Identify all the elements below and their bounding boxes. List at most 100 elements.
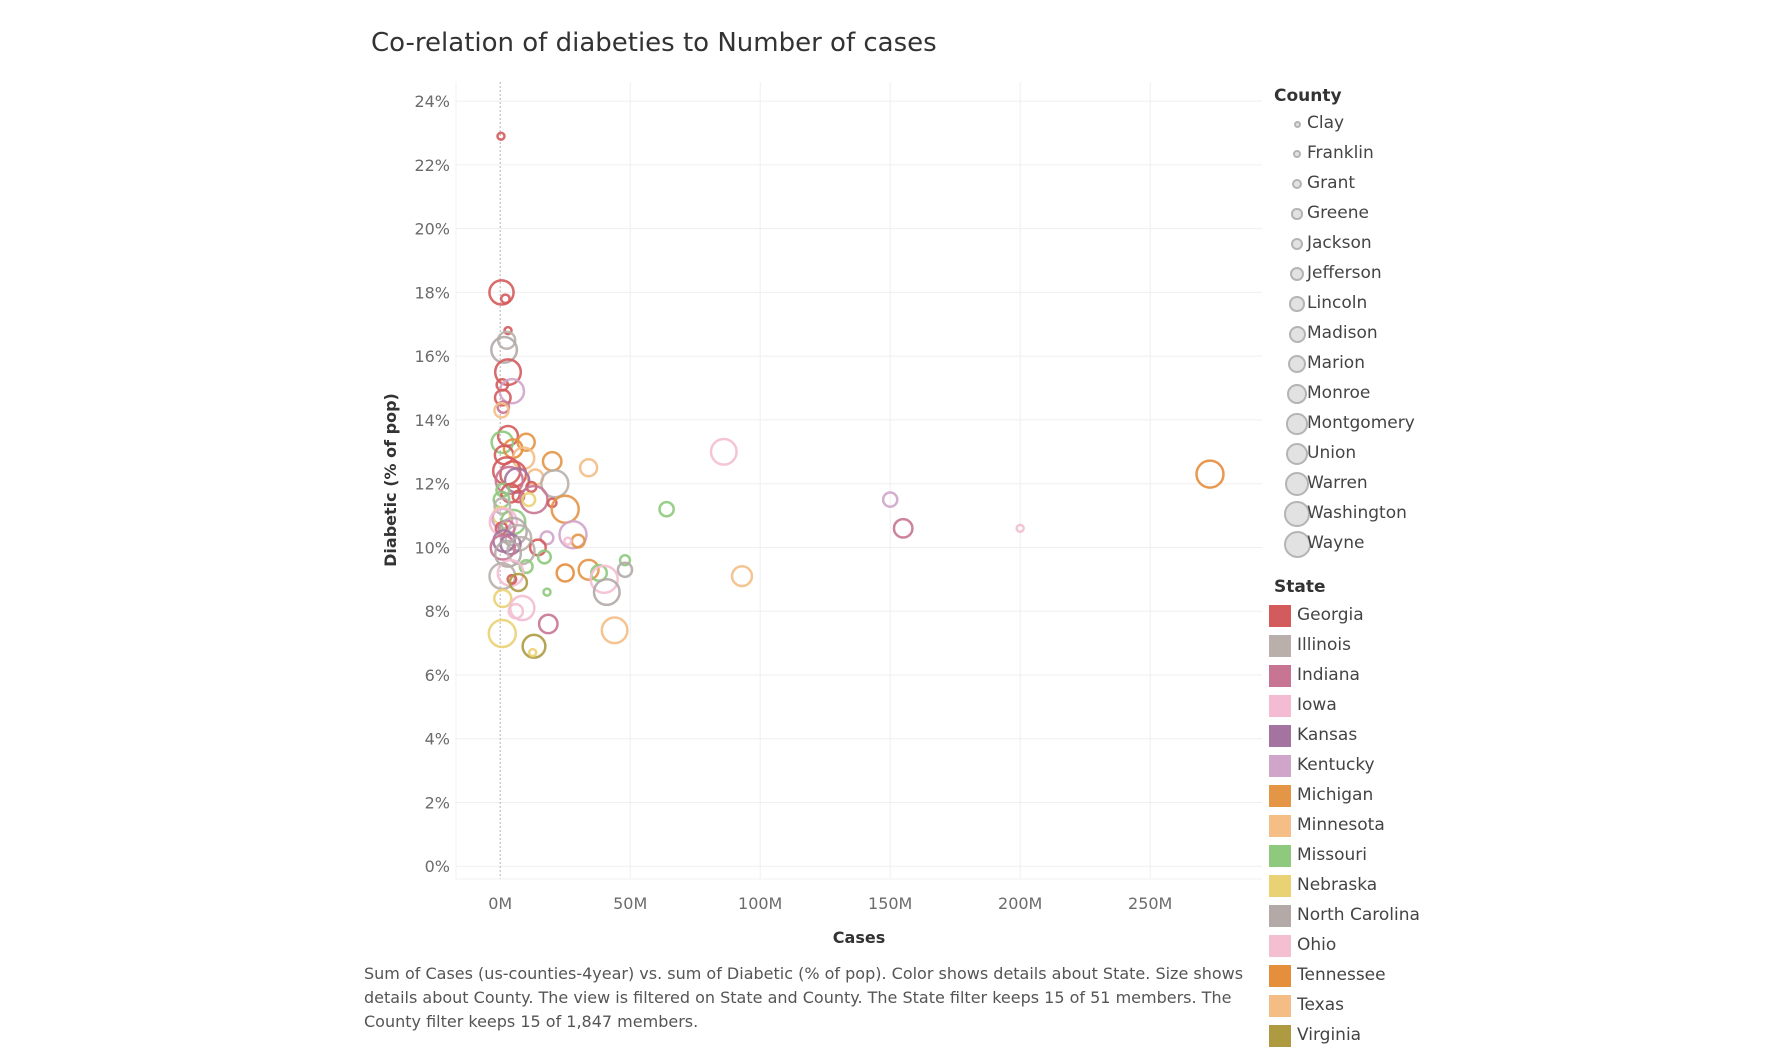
- state-legend-label[interactable]: Iowa: [1297, 695, 1337, 715]
- data-point[interactable]: Indiana · Wayne: [519, 484, 549, 515]
- data-point[interactable]: Illinois · Madison: [496, 330, 517, 350]
- data-point[interactable]: Georgia · Marion: [500, 482, 522, 504]
- data-point[interactable]: Indiana · Marion: [892, 517, 914, 539]
- county-legend-label[interactable]: Warren: [1307, 473, 1368, 493]
- county-size-swatch[interactable]: [1291, 208, 1303, 220]
- state-legend-label[interactable]: Indiana: [1297, 665, 1360, 685]
- state-color-swatch[interactable]: [1269, 785, 1291, 807]
- state-color-swatch[interactable]: [1269, 815, 1291, 837]
- data-point[interactable]: Missouri · Jefferson: [658, 500, 675, 518]
- county-size-swatch[interactable]: [1286, 413, 1308, 435]
- state-legend-label[interactable]: Kentucky: [1297, 755, 1375, 775]
- county-size-swatch[interactable]: [1289, 296, 1305, 312]
- data-point[interactable]: Tennessee · Wayne: [1195, 459, 1225, 489]
- state-color-swatch[interactable]: [1269, 665, 1291, 687]
- state-legend-label[interactable]: North Carolina: [1297, 905, 1420, 925]
- data-point[interactable]: Minnesota · Monroe: [730, 564, 754, 588]
- data-point[interactable]: Ohio · Washington: [709, 437, 738, 466]
- county-size-swatch[interactable]: [1292, 179, 1302, 189]
- data-point[interactable]: Michigan · Madison: [516, 432, 536, 452]
- county-legend-label[interactable]: Lincoln: [1307, 293, 1368, 313]
- county-legend-label[interactable]: Monroe: [1307, 383, 1371, 403]
- data-point[interactable]: Georgia · Lincoln: [493, 388, 512, 407]
- data-point[interactable]: Illinois · Wayne: [540, 468, 570, 499]
- data-point[interactable]: Missouri · Jackson: [536, 549, 553, 565]
- data-point[interactable]: Georgia · Clay: [496, 131, 506, 141]
- county-legend-label[interactable]: Union: [1307, 443, 1357, 463]
- state-color-swatch[interactable]: [1269, 635, 1291, 657]
- state-legend-label[interactable]: Ohio: [1297, 935, 1337, 955]
- county-size-swatch[interactable]: [1292, 149, 1302, 159]
- data-point[interactable]: North Carolina · Jefferson: [616, 561, 634, 579]
- state-color-swatch[interactable]: [1269, 875, 1291, 897]
- data-point[interactable]: Georgia · Clay: [503, 325, 513, 336]
- data-point[interactable]: Michigan · Monroe: [577, 558, 600, 581]
- state-legend-label[interactable]: Missouri: [1297, 845, 1367, 865]
- county-legend-label[interactable]: Greene: [1307, 203, 1369, 223]
- state-color-swatch[interactable]: [1269, 725, 1291, 747]
- data-point[interactable]: Ohio · Jefferson: [507, 602, 525, 620]
- data-point[interactable]: Indiana · Warren: [489, 534, 517, 561]
- state-color-swatch[interactable]: [1269, 605, 1291, 627]
- state-legend-label[interactable]: Illinois: [1297, 635, 1351, 655]
- data-point[interactable]: Ohio · Wayne: [589, 564, 619, 595]
- state-legend-label[interactable]: Tennessee: [1297, 965, 1386, 985]
- data-point[interactable]: Minnesota · Washington: [600, 616, 629, 645]
- county-size-swatch[interactable]: [1284, 471, 1310, 497]
- county-size-swatch[interactable]: [1287, 354, 1307, 374]
- state-legend-label[interactable]: Georgia: [1297, 605, 1364, 625]
- data-point[interactable]: Minnesota · Jefferson: [493, 402, 510, 419]
- state-legend-label[interactable]: Michigan: [1297, 785, 1374, 805]
- data-point[interactable]: Virginia · Madison: [508, 572, 529, 593]
- county-legend-label[interactable]: Marion: [1307, 353, 1365, 373]
- data-point[interactable]: Texas · Madison: [578, 457, 599, 478]
- data-point[interactable]: Illinois · Lincoln: [493, 496, 512, 516]
- county-legend-label[interactable]: Jackson: [1307, 233, 1372, 253]
- data-point[interactable]: Nebraska · Jackson: [521, 492, 537, 508]
- data-point[interactable]: Kentucky · Jackson: [539, 530, 555, 546]
- data-point[interactable]: Missouri · Montgomery: [490, 430, 515, 455]
- data-point[interactable]: Georgia · Franklin: [506, 573, 518, 585]
- county-legend-label[interactable]: Jefferson: [1307, 263, 1382, 283]
- state-color-swatch[interactable]: [1269, 755, 1291, 777]
- data-point[interactable]: Tennessee · Madison: [555, 563, 575, 583]
- county-legend-label[interactable]: Washington: [1307, 503, 1407, 523]
- data-point[interactable]: Indiana · Marion: [537, 613, 559, 635]
- data-point[interactable]: Missouri · Clay: [542, 587, 552, 597]
- county-legend-label[interactable]: Madison: [1307, 323, 1378, 343]
- county-legend-label[interactable]: Montgomery: [1307, 413, 1415, 433]
- county-size-swatch[interactable]: [1290, 237, 1304, 251]
- data-point[interactable]: Nebraska · Madison: [493, 588, 513, 609]
- data-point[interactable]: Nebraska · Clay: [527, 647, 538, 658]
- county-size-swatch[interactable]: [1283, 530, 1311, 558]
- state-legend-label[interactable]: Virginia: [1297, 1025, 1362, 1045]
- data-point[interactable]: Ohio · Clay: [1015, 523, 1025, 534]
- county-legend-label[interactable]: Grant: [1307, 173, 1356, 193]
- county-size-swatch[interactable]: [1293, 120, 1301, 128]
- data-point[interactable]: Kentucky · Wayne: [558, 519, 588, 550]
- county-size-swatch[interactable]: [1284, 501, 1310, 527]
- county-legend-label[interactable]: Franklin: [1307, 143, 1374, 163]
- state-color-swatch[interactable]: [1269, 1025, 1291, 1047]
- state-legend-label[interactable]: Texas: [1297, 995, 1344, 1015]
- data-point[interactable]: Nebraska · Wayne: [487, 618, 518, 649]
- state-legend-label[interactable]: Minnesota: [1297, 815, 1385, 835]
- county-size-swatch[interactable]: [1285, 442, 1309, 466]
- county-size-swatch[interactable]: [1287, 384, 1307, 404]
- state-color-swatch[interactable]: [1269, 845, 1291, 867]
- data-point[interactable]: Kansas · Warren: [503, 467, 531, 494]
- state-color-swatch[interactable]: [1269, 995, 1291, 1017]
- state-color-swatch[interactable]: [1269, 965, 1291, 987]
- county-size-swatch[interactable]: [1289, 266, 1305, 282]
- county-size-swatch[interactable]: [1288, 325, 1306, 343]
- data-point[interactable]: Georgia · Franklin: [499, 293, 511, 305]
- state-color-swatch[interactable]: [1269, 695, 1291, 717]
- state-legend-label[interactable]: Kansas: [1297, 725, 1358, 745]
- data-point[interactable]: Georgia · Warren: [488, 279, 515, 306]
- data-point[interactable]: Missouri · Grant: [618, 554, 632, 567]
- data-point[interactable]: North Carolina · Washington: [493, 539, 523, 568]
- data-point[interactable]: Ohio · Clay: [563, 536, 573, 546]
- county-legend-label[interactable]: Wayne: [1307, 533, 1365, 553]
- data-point[interactable]: North Carolina · Washington: [490, 335, 519, 364]
